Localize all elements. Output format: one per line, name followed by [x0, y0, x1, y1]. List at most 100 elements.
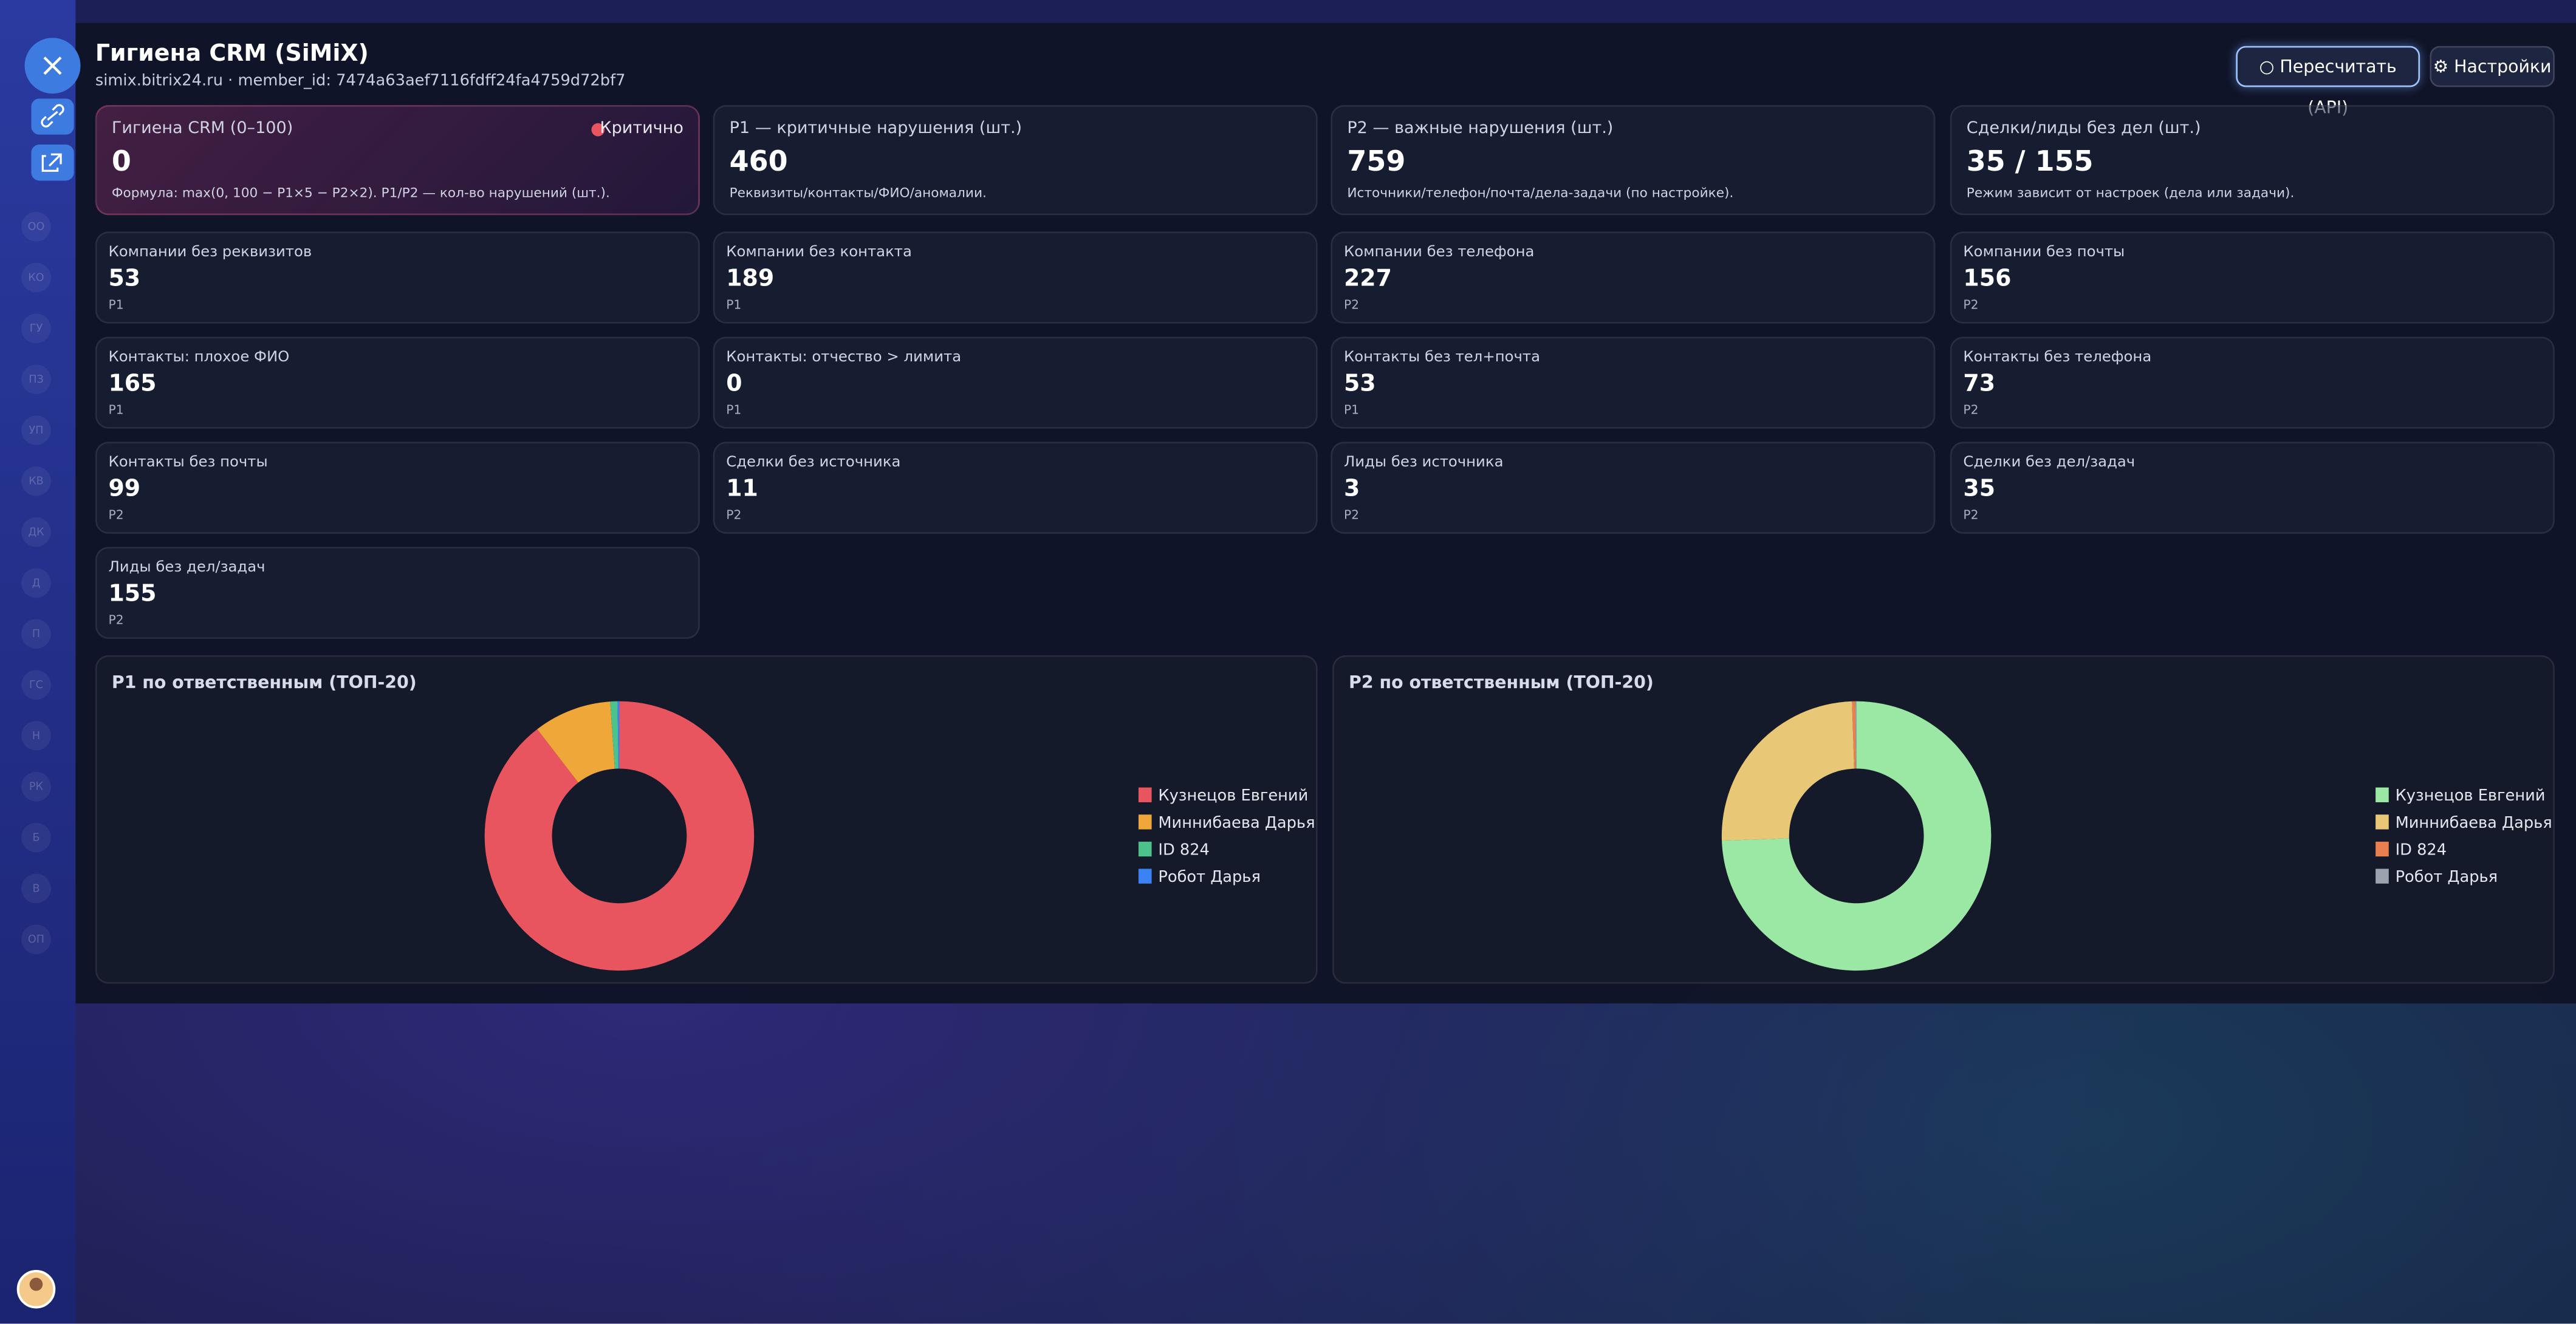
- metric-value: 3: [1343, 476, 1360, 503]
- metric-value: 35: [1963, 476, 1996, 503]
- sidebar-item: ПЗ: [21, 364, 51, 394]
- kpi-value: 0: [111, 146, 131, 179]
- metric-priority: P2: [1963, 297, 1979, 312]
- metric-label: Лиды без дел/задач: [108, 560, 265, 577]
- kpi-label: P2 — важные нарушения (шт.): [1347, 120, 1614, 138]
- recalc-button[interactable]: ○ Пересчитать (API): [2236, 46, 2420, 118]
- metric-label: Компании без реквизитов: [108, 244, 312, 261]
- sidebar-item: ОО: [21, 211, 51, 242]
- metric-label: Контакты без телефона: [1963, 349, 2152, 367]
- chart-panel: P1 по ответственным (ТОП-20) Кузнецов Евг…: [95, 655, 1318, 984]
- metric-priority: P2: [108, 507, 124, 522]
- page-subtitle: simix.bitrix24.ru · member_id: 7474a63ae…: [95, 72, 626, 90]
- sidebar-item: В: [21, 873, 51, 904]
- metric-value: 99: [108, 476, 141, 503]
- legend-swatch: [1138, 868, 1152, 884]
- metric-card: Контакты: отчество > лимита 0 P1: [713, 336, 1318, 429]
- metric-priority: P2: [1343, 297, 1360, 312]
- metric-priority: P2: [1343, 507, 1360, 522]
- legend-label: Миннибаева Дарья: [1158, 814, 1315, 832]
- avatar[interactable]: [13, 1261, 63, 1314]
- metric-value: 53: [108, 266, 141, 293]
- legend-label: Миннибаева Дарья: [2396, 814, 2552, 832]
- button-icon: ⚙: [2433, 57, 2454, 78]
- sidebar-item: ОП: [21, 924, 51, 955]
- legend-label: Робот Дарья: [1158, 868, 1261, 886]
- sidebar: ОО КО ГУ ПЗ УП КВ ДК Д П ГС Н РК Б В ОП: [0, 0, 76, 1324]
- legend-swatch: [2376, 787, 2389, 802]
- metric-value: 53: [1343, 371, 1376, 398]
- sidebar-item: Н: [21, 721, 51, 751]
- metric-card: Контакты без почты 99 P2: [95, 442, 700, 534]
- chart: P2 по ответственным (ТОП-20) Кузнецов Евг…: [1349, 672, 2552, 971]
- metric-label: Сделки без дел/задач: [1963, 455, 2136, 472]
- metric-label: Сделки без источника: [726, 455, 901, 472]
- legend-swatch: [1138, 787, 1152, 802]
- kpi-note: Формула: max(0, 100 − P1×5 − P2×2). P1/P…: [111, 185, 610, 200]
- kpi-card: P1 — критичные нарушения (шт.) 460 Реквизи…: [713, 105, 1318, 216]
- legend-swatch: [2376, 868, 2389, 884]
- metric-value: 189: [726, 266, 775, 293]
- metric-value: 227: [1343, 266, 1392, 293]
- pie-slice: [1852, 701, 1856, 769]
- page-title: Гигиена CRM (SiMiX): [95, 41, 369, 67]
- metric-priority: P1: [1343, 402, 1360, 417]
- pie-slice: [610, 701, 618, 769]
- metric-value: 11: [726, 476, 758, 503]
- metric-priority: P2: [726, 507, 742, 522]
- metric-label: Контакты: отчество > лимита: [726, 349, 962, 367]
- legend-label: Кузнецов Евгений: [2396, 787, 2546, 805]
- metric-label: Компании без телефона: [1343, 244, 1535, 261]
- legend-label: ID 824: [2396, 841, 2447, 859]
- metric-priority: P2: [1963, 507, 1979, 522]
- settings-button[interactable]: ⚙ Настройки: [2430, 46, 2555, 87]
- metric-priority: P1: [726, 402, 742, 417]
- metric-value: 0: [726, 371, 742, 398]
- chart: P1 по ответственным (ТОП-20) Кузнецов Евг…: [112, 672, 1315, 971]
- metric-priority: P1: [108, 402, 124, 417]
- kpi-label: Гигиена CRM (0–100): [111, 120, 293, 138]
- legend-swatch: [1138, 814, 1152, 830]
- status-label: Критично: [600, 120, 683, 138]
- legend-swatch: [2376, 841, 2389, 857]
- chart-title: P2 по ответственным (ТОП-20): [1349, 672, 1654, 692]
- pie-slice: [1855, 701, 1857, 769]
- metric-card: Лиды без источника 3 P2: [1331, 442, 1936, 534]
- open-button[interactable]: [31, 144, 74, 181]
- kpi-value: 35 / 155: [1966, 146, 2094, 179]
- pie-slice: [1721, 701, 1854, 841]
- metric-label: Лиды без источника: [1343, 455, 1504, 472]
- metric-value: 155: [108, 581, 157, 608]
- kpi-note: Реквизиты/контакты/ФИО/аномалии.: [729, 185, 987, 200]
- legend-label: ID 824: [1158, 841, 1210, 859]
- metric-value: 73: [1963, 371, 1996, 398]
- legend-swatch: [1138, 841, 1152, 857]
- legend-label: Кузнецов Евгений: [1158, 787, 1308, 805]
- sidebar-item: Б: [21, 822, 51, 853]
- chart-panel: P2 по ответственным (ТОП-20) Кузнецов Евг…: [1332, 655, 2555, 984]
- link-button[interactable]: [31, 98, 74, 135]
- sidebar-item: КВ: [21, 466, 51, 496]
- kpi-label: P1 — критичные нарушения (шт.): [729, 120, 1023, 138]
- kpi-card: Сделки/лиды без дел (шт.) 35 / 155 Режим з…: [1950, 105, 2555, 216]
- kpi-card: Гигиена CRM (0–100) 0 Формула: max(0, 100 …: [95, 105, 700, 216]
- metric-card: Сделки без дел/задач 35 P2: [1950, 442, 2555, 534]
- metric-priority: P2: [108, 612, 124, 627]
- kpi-note: Режим зависит от настроек (дела или зада…: [1966, 185, 2295, 200]
- metric-card: Контакты без тел+почта 53 P1: [1331, 336, 1936, 429]
- pie-slice: [617, 701, 620, 769]
- legend-swatch: [2376, 814, 2389, 830]
- metric-card: Контакты без телефона 73 P2: [1950, 336, 2555, 429]
- legend-label: Робот Дарья: [2396, 868, 2498, 886]
- sidebar-item: РК: [21, 771, 51, 802]
- pie-slice: [1722, 701, 1992, 971]
- status-dot: [591, 123, 605, 137]
- button-label: Настройки: [2454, 57, 2552, 78]
- metric-card: Сделки без источника 11 P2: [713, 442, 1318, 534]
- metric-value: 165: [108, 371, 157, 398]
- sidebar-item: ГС: [21, 670, 51, 700]
- kpi-value: 460: [729, 146, 788, 179]
- metric-card: Контакты: плохое ФИО 165 P1: [95, 336, 700, 429]
- close-button[interactable]: [23, 38, 82, 97]
